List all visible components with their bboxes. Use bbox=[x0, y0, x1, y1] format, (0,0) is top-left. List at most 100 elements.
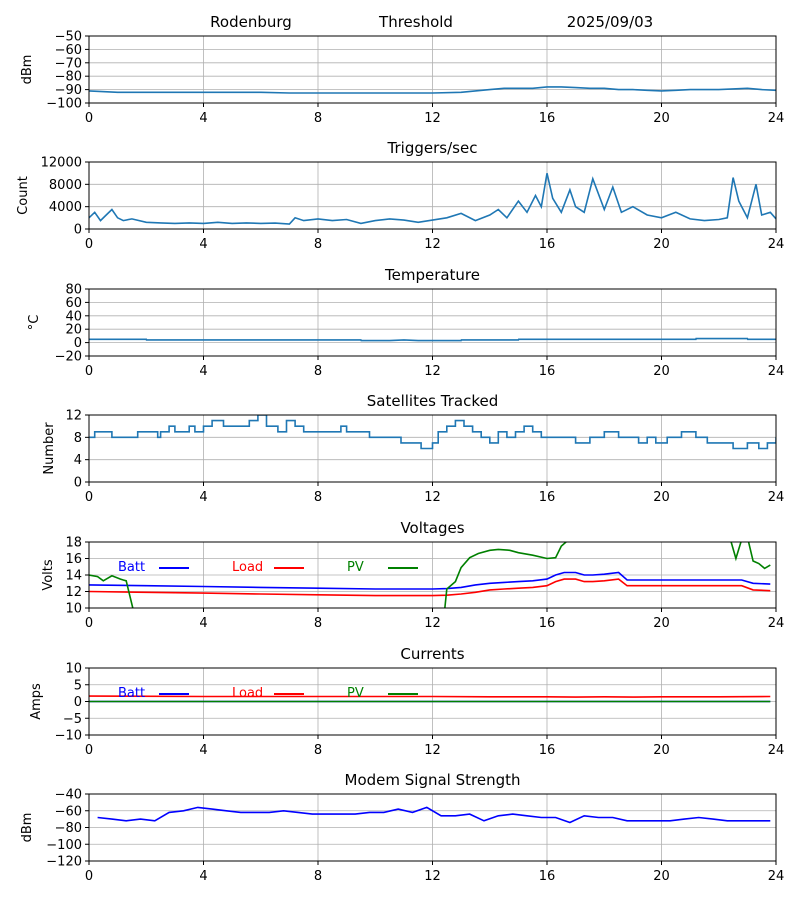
panel-title: Voltages bbox=[400, 519, 464, 537]
x-tick-label: 8 bbox=[314, 743, 322, 758]
series-line-main bbox=[89, 337, 776, 342]
x-tick-label: 4 bbox=[199, 743, 207, 758]
y-axis-label: dBm bbox=[20, 813, 35, 843]
series-line-load bbox=[89, 578, 771, 597]
y-tick-label: 0 bbox=[74, 695, 82, 710]
series-line-main bbox=[89, 415, 776, 450]
x-tick-label: 24 bbox=[768, 111, 785, 126]
x-tick-label: 24 bbox=[768, 364, 785, 379]
panel-title: Satellites Tracked bbox=[367, 392, 498, 410]
x-tick-label: 8 bbox=[314, 616, 322, 631]
x-tick-label: 8 bbox=[314, 237, 322, 252]
header-date: 2025/09/03 bbox=[567, 13, 653, 31]
x-tick-label: 0 bbox=[85, 490, 93, 505]
x-tick-label: 12 bbox=[424, 616, 441, 631]
x-tick-label: 0 bbox=[85, 616, 93, 631]
y-tick-label: −60 bbox=[55, 43, 82, 58]
series-line-batt bbox=[89, 571, 771, 590]
x-tick-label: 16 bbox=[539, 743, 556, 758]
series-line-main bbox=[89, 86, 776, 94]
chart-panel-satellites: 0 4 8 12 16 20 24 0 4 8 12 Number Satellites Tracked bbox=[42, 392, 784, 505]
x-tick-label: 12 bbox=[424, 237, 441, 252]
y-tick-label: 0 bbox=[74, 223, 82, 238]
y-tick-label: −70 bbox=[55, 56, 82, 71]
x-tick-label: 20 bbox=[653, 743, 670, 758]
x-tick-label: 8 bbox=[314, 364, 322, 379]
x-tick-label: 8 bbox=[314, 869, 322, 884]
x-tick-label: 24 bbox=[768, 743, 785, 758]
legend-label-load: Load bbox=[232, 560, 263, 575]
x-tick-label: 0 bbox=[85, 237, 93, 252]
y-tick-label: −20 bbox=[55, 350, 82, 365]
y-tick-label: −90 bbox=[55, 83, 82, 98]
x-tick-label: 8 bbox=[314, 490, 322, 505]
series-line-pv bbox=[89, 542, 771, 608]
chart-panel-modem: 0 4 8 12 16 20 24 −120 −100 −80 −60−40 dBm Modem Sig… bbox=[20, 771, 784, 884]
x-tick-label: 16 bbox=[539, 869, 556, 884]
chart-panel-currents: 0 4 8 12 16 20 24 −10 −5 0 510 Amps Currents Batt Load… bbox=[29, 645, 784, 758]
x-tick-label: 20 bbox=[653, 869, 670, 884]
y-axis-label: °C bbox=[27, 315, 42, 331]
x-tick-label: 4 bbox=[199, 111, 207, 126]
y-axis-label: Number bbox=[42, 422, 57, 475]
x-tick-label: 16 bbox=[539, 364, 556, 379]
y-tick-label: 60 bbox=[65, 296, 82, 311]
x-tick-label: 16 bbox=[539, 111, 556, 126]
y-tick-label: 8 bbox=[74, 431, 82, 446]
x-tick-label: 0 bbox=[85, 743, 93, 758]
panel-title: Modem Signal Strength bbox=[345, 771, 521, 789]
y-tick-label: 20 bbox=[65, 323, 82, 338]
y-tick-label: 0 bbox=[74, 476, 82, 491]
y-tick-label: 12 bbox=[65, 409, 82, 424]
x-tick-label: 12 bbox=[424, 111, 441, 126]
x-tick-label: 16 bbox=[539, 237, 556, 252]
x-tick-label: 20 bbox=[653, 490, 670, 505]
x-tick-label: 8 bbox=[314, 111, 322, 126]
y-tick-label: 14 bbox=[65, 569, 82, 584]
y-tick-label: −50 bbox=[55, 30, 82, 45]
x-tick-label: 20 bbox=[653, 616, 670, 631]
y-tick-label: −5 bbox=[63, 712, 82, 727]
y-axis-label: Count bbox=[16, 176, 31, 215]
x-tick-label: 4 bbox=[199, 869, 207, 884]
x-tick-label: 4 bbox=[199, 616, 207, 631]
y-tick-label: 10 bbox=[65, 602, 82, 617]
x-tick-label: 4 bbox=[199, 237, 207, 252]
y-tick-label: 16 bbox=[65, 552, 82, 567]
x-tick-label: 20 bbox=[653, 364, 670, 379]
series-line-main bbox=[89, 173, 776, 225]
x-tick-label: 24 bbox=[768, 869, 785, 884]
x-tick-label: 12 bbox=[424, 743, 441, 758]
y-tick-label: 12000 bbox=[41, 156, 82, 171]
y-tick-label: 18 bbox=[65, 536, 82, 551]
x-tick-label: 0 bbox=[85, 869, 93, 884]
chart-panel-triggers: 0 4 8 12 16 20 24 0 4000 8000 12000 Count Triggers/s… bbox=[16, 139, 784, 252]
y-tick-label: −120 bbox=[46, 855, 82, 870]
x-tick-label: 0 bbox=[85, 364, 93, 379]
x-tick-label: 24 bbox=[768, 490, 785, 505]
chart-panel-threshold: 0 4 8 12 16 20 24 −100−90−80−70−60−50 dBm bbox=[20, 30, 784, 127]
x-tick-label: 16 bbox=[539, 490, 556, 505]
y-axis-label: Amps bbox=[29, 683, 44, 720]
y-tick-label: −100 bbox=[46, 97, 82, 112]
y-tick-label: 40 bbox=[65, 309, 82, 324]
x-tick-label: 24 bbox=[768, 616, 785, 631]
y-tick-label: 4000 bbox=[49, 200, 82, 215]
y-tick-label: −10 bbox=[55, 729, 82, 744]
series-line-load bbox=[89, 695, 771, 698]
y-tick-label: −60 bbox=[55, 804, 82, 819]
y-tick-label: −100 bbox=[46, 838, 82, 853]
legend-label-load: Load bbox=[232, 686, 263, 701]
y-tick-label: 10 bbox=[65, 662, 82, 677]
y-axis-label: dBm bbox=[20, 55, 35, 85]
series-line-main bbox=[97, 806, 771, 824]
y-tick-label: 4 bbox=[74, 453, 82, 468]
y-tick-label: −80 bbox=[55, 70, 82, 85]
legend-label-pv: PV bbox=[347, 686, 364, 701]
panel-title: Triggers/sec bbox=[387, 139, 478, 157]
x-tick-label: 0 bbox=[85, 111, 93, 126]
y-axis-label: Volts bbox=[41, 559, 56, 591]
x-tick-label: 20 bbox=[653, 111, 670, 126]
